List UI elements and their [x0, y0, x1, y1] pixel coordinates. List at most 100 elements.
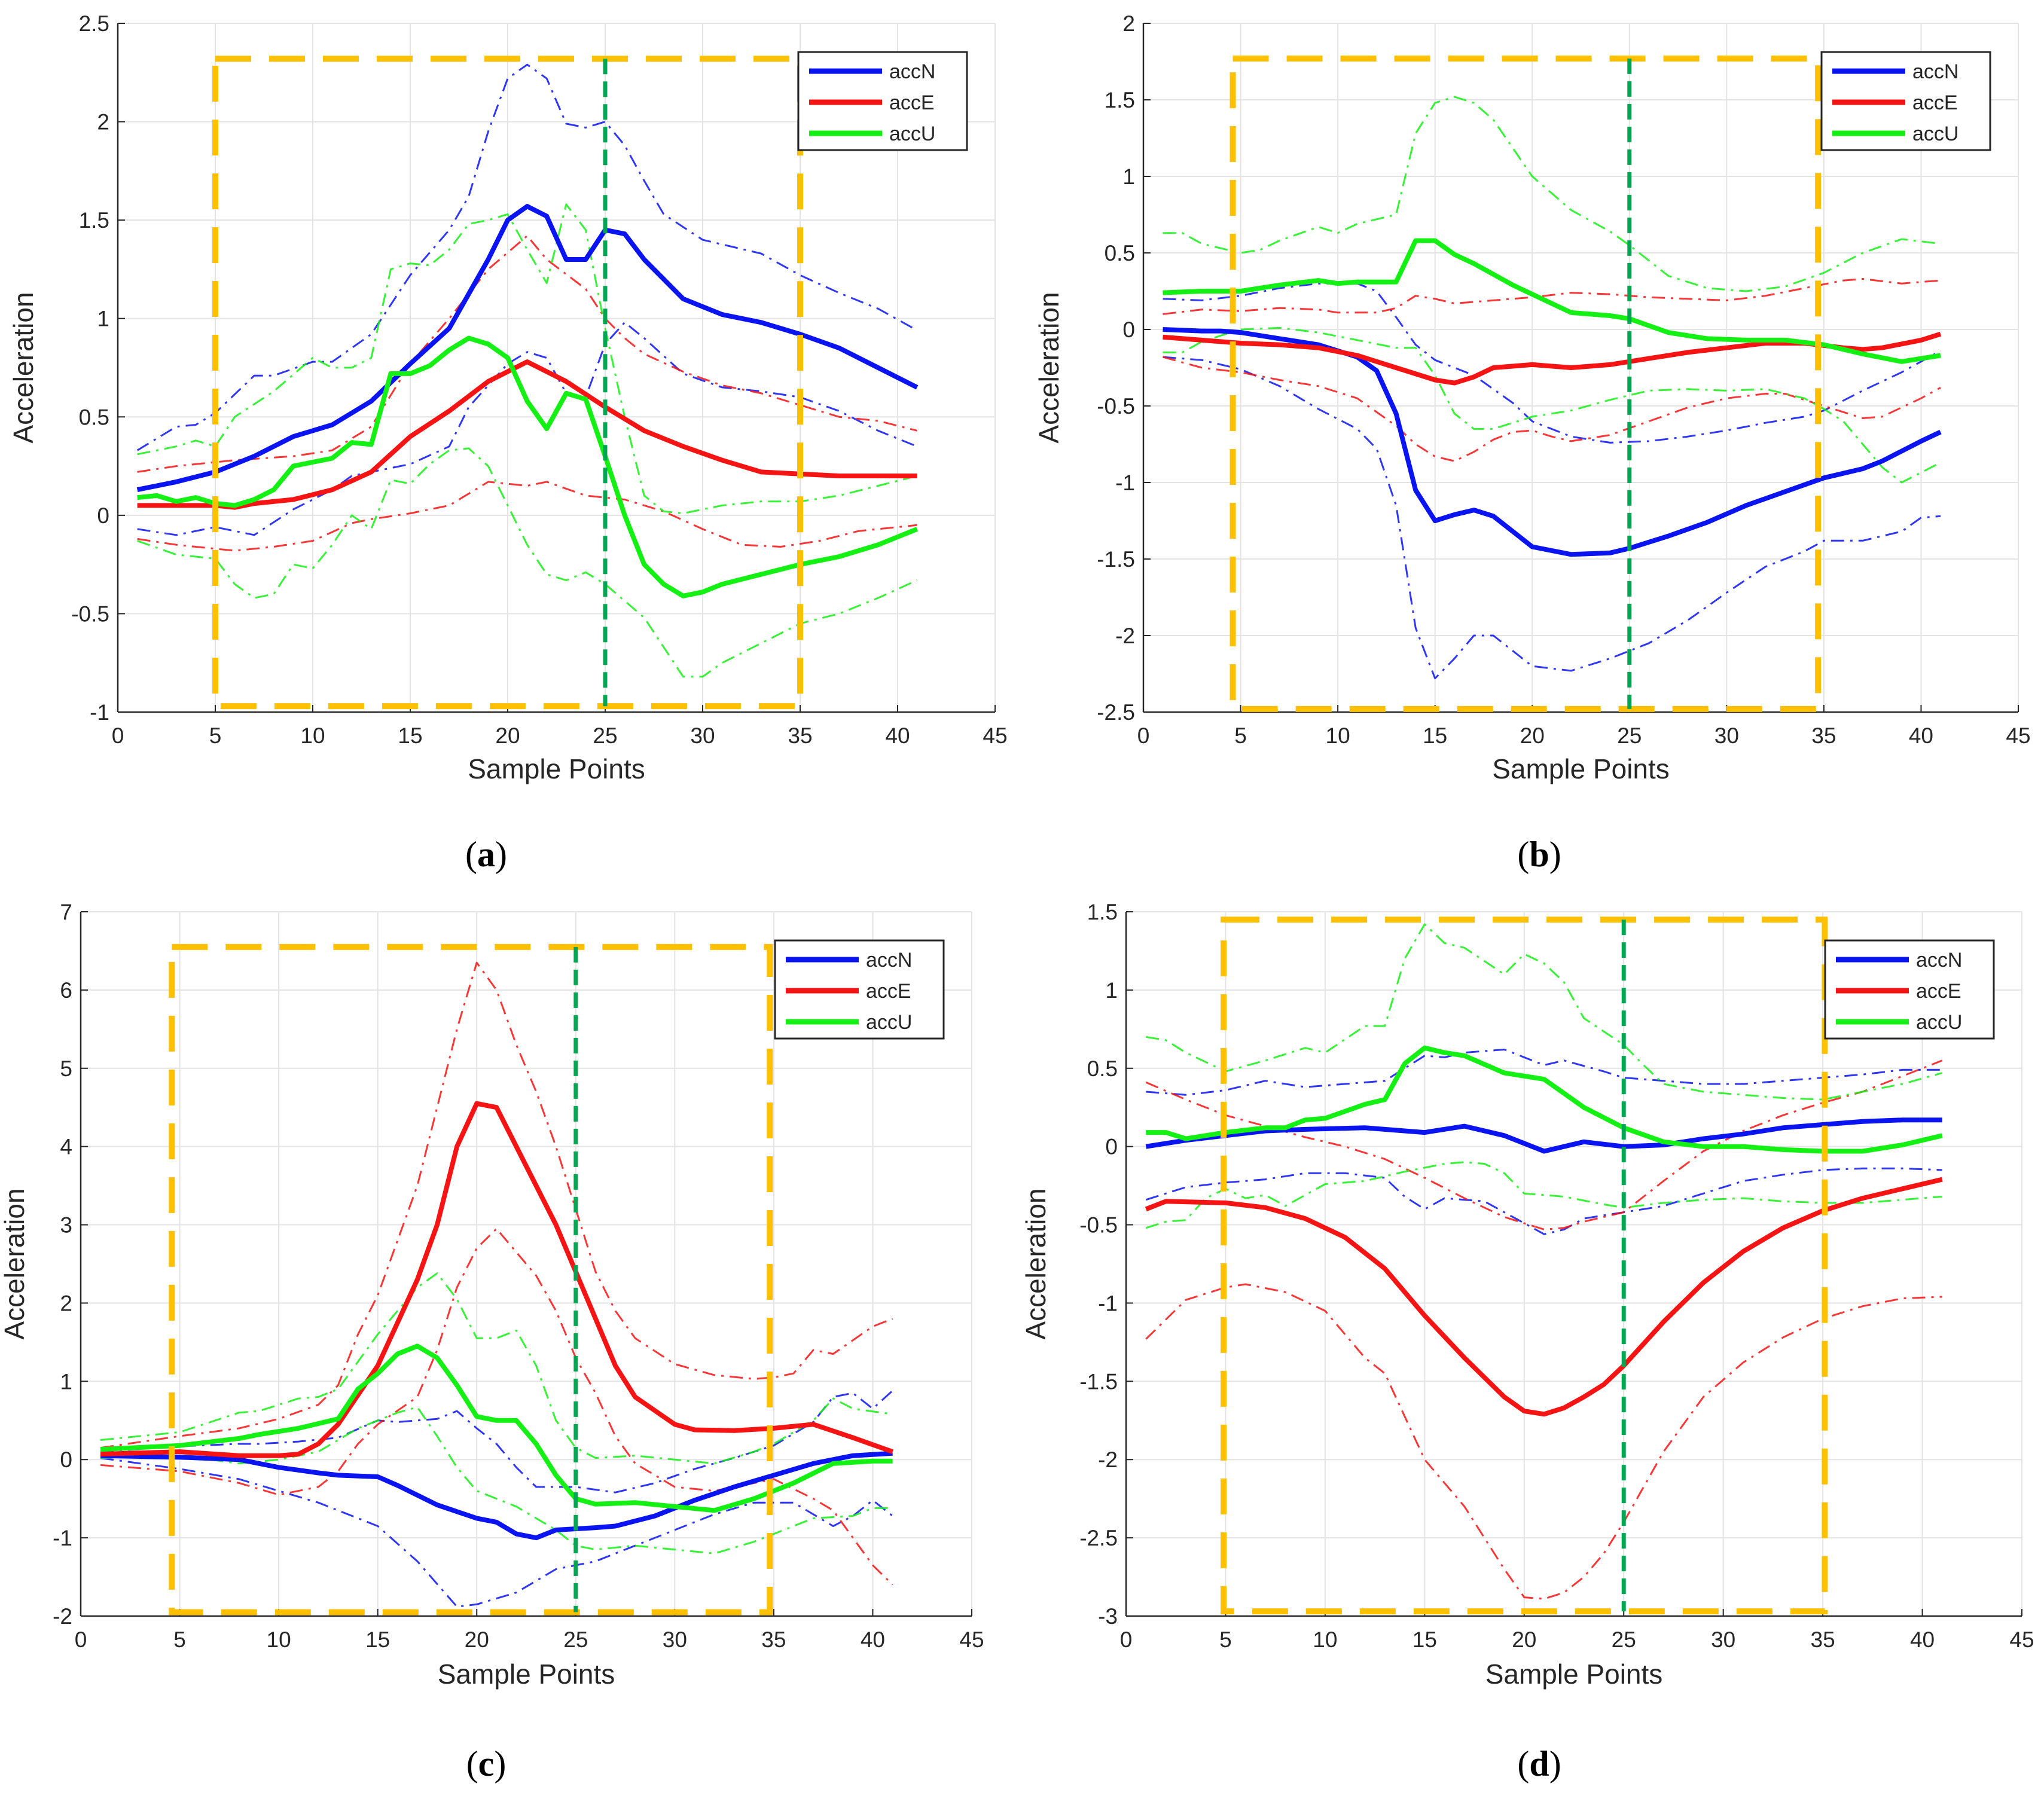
x-tick-label: 45 — [959, 1627, 984, 1652]
caption-letter: a — [477, 835, 495, 874]
y-tick-label: -3 — [1098, 1604, 1118, 1629]
y-tick-label: 1.5 — [1105, 88, 1135, 112]
x-axis-label: Sample Points — [468, 753, 645, 784]
legend-label-accU: accU — [1912, 123, 1958, 145]
y-tick-label: -1.5 — [1097, 547, 1135, 572]
series-accN-upper-line — [136, 63, 918, 451]
x-tick-label: 30 — [663, 1627, 687, 1652]
series-accN-mean-line — [136, 204, 919, 493]
x-tick-label: 0 — [112, 723, 124, 748]
chart-panel-b: 0 5 10 15 20 25 30 35 40 45 -2.5 -2 -1.5 -1 -0.5 0 0.5 1 1… — [1033, 11, 2031, 874]
x-tick-label: 35 — [788, 723, 812, 748]
series-accU-lower-line — [1145, 1161, 1942, 1229]
x-tick-label: 10 — [1313, 1627, 1337, 1652]
caption-open: ( — [1517, 835, 1529, 874]
series-accN-lower-line — [137, 321, 918, 536]
series-accN-upper-line — [1163, 282, 1941, 444]
series-accU-mean-line — [100, 1343, 893, 1513]
series-accE-mean-line — [137, 359, 917, 510]
x-tick-label: 40 — [1910, 1627, 1935, 1652]
y-tick-label: 1 — [1122, 164, 1135, 189]
y-tick-label: 0.5 — [79, 405, 109, 429]
legend-label-accE: accE — [866, 980, 911, 1003]
y-tick-label: -2 — [1115, 624, 1135, 648]
legend: accN accE accU — [797, 51, 968, 151]
y-tick-label: -0.5 — [71, 601, 109, 626]
y-tick-label: -1 — [53, 1526, 72, 1550]
y-axis-label: Acceleration — [8, 292, 39, 443]
y-tick-label: -2 — [53, 1604, 72, 1629]
series-accN-lower-line — [1163, 356, 1941, 680]
y-tick-label: -1 — [1115, 471, 1135, 495]
legend: accN accE accU — [1824, 939, 1995, 1040]
panel-caption: (a) — [465, 835, 507, 874]
x-tick-label: 30 — [1711, 1627, 1735, 1652]
x-tick-label: 35 — [1811, 723, 1836, 748]
y-tick-label: -0.5 — [1079, 1213, 1118, 1238]
panel-caption: (c) — [466, 1744, 507, 1783]
x-tick-label: 20 — [1512, 1627, 1536, 1652]
caption-letter: c — [478, 1744, 495, 1783]
x-tick-label: 25 — [1612, 1627, 1636, 1652]
y-tick-label: 0.5 — [1105, 241, 1135, 265]
x-axis-label: Sample Points — [1485, 1659, 1663, 1690]
legend-label-accE: accE — [1912, 91, 1958, 114]
series-accE-lower-line — [137, 481, 917, 552]
x-tick-label: 15 — [365, 1627, 390, 1652]
series-accN-upper-line — [1146, 1048, 1942, 1096]
y-tick-label: 1 — [60, 1369, 72, 1394]
panel-caption: (d) — [1517, 1744, 1561, 1783]
x-tick-label: 25 — [563, 1627, 588, 1652]
series-accE-mean-line — [1145, 1177, 1943, 1417]
x-tick-label: 45 — [2009, 1627, 2034, 1652]
caption-open: ( — [466, 1744, 478, 1783]
caption-close: ) — [1549, 1744, 1561, 1783]
legend-label-accU: accU — [889, 123, 935, 145]
caption-close: ) — [494, 1744, 506, 1783]
y-axis-label: Acceleration — [1020, 1188, 1051, 1339]
y-tick-label: 0 — [97, 503, 109, 528]
y-tick-label: -2 — [1098, 1447, 1118, 1472]
y-tick-label: -1.5 — [1079, 1369, 1118, 1394]
x-tick-label: 5 — [173, 1627, 186, 1652]
caption-open: ( — [1517, 1744, 1529, 1783]
x-tick-label: 45 — [2006, 723, 2030, 748]
caption-open: ( — [465, 835, 477, 874]
x-tick-label: 15 — [1413, 1627, 1437, 1652]
legend-label-accN: accN — [866, 949, 912, 972]
y-tick-label: 2.5 — [79, 11, 109, 36]
x-tick-label: 15 — [1423, 723, 1447, 748]
y-tick-label: 4 — [60, 1135, 72, 1159]
series-accU-mean-line — [1163, 238, 1941, 364]
series-accE-lower-line — [1145, 1283, 1942, 1600]
series-accU-mean-line — [1146, 1045, 1943, 1154]
legend-label-accN: accN — [1912, 60, 1958, 83]
x-tick-label: 10 — [300, 723, 325, 748]
y-tick-label: -2.5 — [1097, 700, 1135, 725]
legend-label-accE: accE — [889, 91, 935, 114]
legend-label-accU: accU — [866, 1011, 912, 1034]
x-tick-label: 25 — [593, 723, 617, 748]
x-tick-label: 0 — [75, 1627, 87, 1652]
y-tick-label: 6 — [60, 978, 72, 1003]
highlight-window-box — [1221, 917, 1828, 1615]
highlight-window-box — [212, 56, 803, 710]
series-accU-upper-line — [1163, 96, 1941, 292]
caption-close: ) — [495, 835, 507, 874]
y-tick-label: 0 — [1105, 1135, 1118, 1159]
series-accN-mean-line — [1145, 1117, 1942, 1154]
x-tick-label: 45 — [983, 723, 1007, 748]
x-axis-label: Sample Points — [438, 1659, 615, 1690]
x-tick-label: 20 — [465, 1627, 489, 1652]
series-accN-mean-line — [100, 1450, 893, 1541]
x-tick-label: 15 — [398, 723, 422, 748]
y-tick-label: 3 — [60, 1213, 72, 1238]
series-accE-lower-line — [100, 1227, 893, 1586]
series-accE-upper-line — [1163, 278, 1941, 315]
y-tick-label: -1 — [90, 700, 109, 725]
x-tick-label: 40 — [885, 723, 910, 748]
caption-close: ) — [1549, 835, 1561, 874]
legend-label-accN: accN — [889, 60, 935, 83]
x-tick-label: 5 — [1234, 723, 1247, 748]
